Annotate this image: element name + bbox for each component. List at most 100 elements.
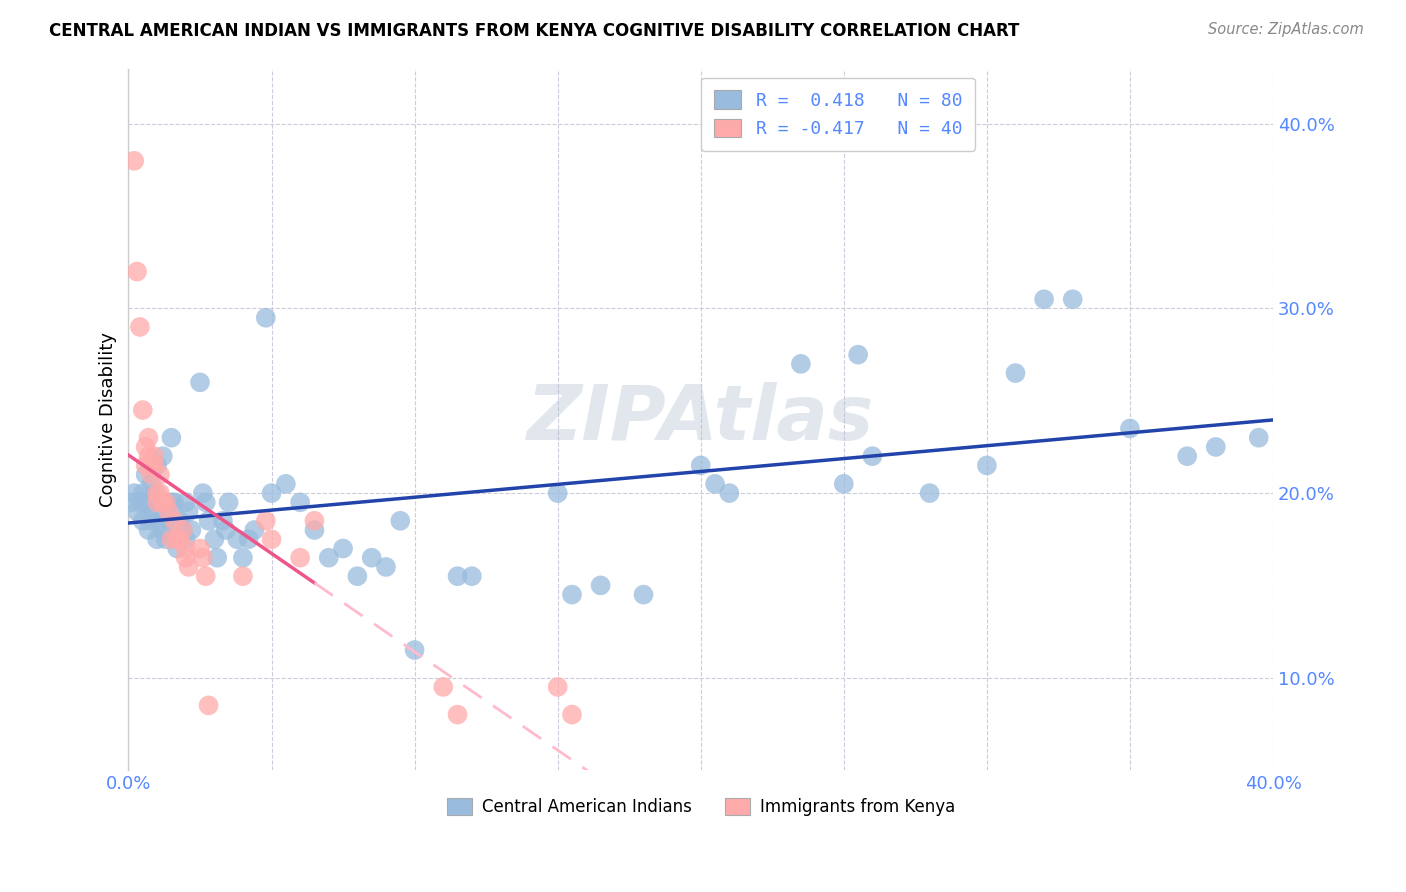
Point <box>172 523 194 537</box>
Text: Source: ZipAtlas.com: Source: ZipAtlas.com <box>1208 22 1364 37</box>
Point <box>120 495 142 509</box>
Point <box>149 467 172 482</box>
Point <box>166 541 188 556</box>
Point <box>232 550 254 565</box>
Point <box>375 560 398 574</box>
Point <box>160 495 183 509</box>
Point <box>288 550 311 565</box>
Point <box>1119 421 1142 435</box>
Point <box>346 569 368 583</box>
Point <box>188 541 211 556</box>
Point <box>122 486 145 500</box>
Point <box>197 514 219 528</box>
Point <box>146 533 169 547</box>
Point <box>146 495 169 509</box>
Point <box>138 495 160 509</box>
Point <box>141 467 163 482</box>
Point <box>389 514 412 528</box>
Point <box>191 486 214 500</box>
Point <box>174 533 197 547</box>
Point <box>166 533 188 547</box>
Point <box>1062 293 1084 307</box>
Point <box>132 403 155 417</box>
Point <box>862 449 884 463</box>
Point <box>149 486 172 500</box>
Point <box>561 588 583 602</box>
Point <box>832 476 855 491</box>
Point <box>432 680 454 694</box>
Point <box>177 560 200 574</box>
Point <box>155 495 177 509</box>
Point <box>215 523 238 537</box>
Point <box>135 440 157 454</box>
Point <box>260 486 283 500</box>
Point <box>141 514 163 528</box>
Point <box>446 569 468 583</box>
Point <box>141 476 163 491</box>
Text: ZIPAtlas: ZIPAtlas <box>527 383 875 457</box>
Point <box>790 357 813 371</box>
Point <box>547 486 569 500</box>
Point <box>143 486 166 500</box>
Point <box>304 523 326 537</box>
Point <box>360 550 382 565</box>
Point <box>146 458 169 473</box>
Point <box>135 458 157 473</box>
Point <box>704 476 727 491</box>
Point <box>1205 440 1227 454</box>
Point <box>446 707 468 722</box>
Point <box>149 514 172 528</box>
Point <box>129 320 152 334</box>
Point <box>461 569 484 583</box>
Point <box>138 523 160 537</box>
Point <box>160 533 183 547</box>
Point <box>1004 366 1026 380</box>
Point <box>143 458 166 473</box>
Point <box>132 486 155 500</box>
Point <box>155 533 177 547</box>
Point <box>918 486 941 500</box>
Point <box>254 310 277 325</box>
Point <box>254 514 277 528</box>
Point <box>288 495 311 509</box>
Point <box>132 514 155 528</box>
Point <box>846 348 869 362</box>
Point <box>155 495 177 509</box>
Point <box>633 588 655 602</box>
Point <box>143 504 166 518</box>
Point <box>169 514 191 528</box>
Point <box>129 495 152 509</box>
Point <box>202 533 225 547</box>
Y-axis label: Cognitive Disability: Cognitive Disability <box>100 332 117 507</box>
Point <box>138 449 160 463</box>
Point <box>152 495 174 509</box>
Point <box>547 680 569 694</box>
Point <box>163 495 186 509</box>
Point <box>689 458 711 473</box>
Point <box>172 523 194 537</box>
Point <box>143 449 166 463</box>
Point <box>149 495 172 509</box>
Point <box>188 376 211 390</box>
Point <box>404 643 426 657</box>
Point <box>169 533 191 547</box>
Point <box>589 578 612 592</box>
Point <box>561 707 583 722</box>
Point <box>157 514 180 528</box>
Point <box>125 504 148 518</box>
Point <box>232 569 254 583</box>
Point <box>205 550 228 565</box>
Point <box>718 486 741 500</box>
Point <box>157 504 180 518</box>
Text: CENTRAL AMERICAN INDIAN VS IMMIGRANTS FROM KENYA COGNITIVE DISABILITY CORRELATIO: CENTRAL AMERICAN INDIAN VS IMMIGRANTS FR… <box>49 22 1019 40</box>
Point <box>174 541 197 556</box>
Point <box>332 541 354 556</box>
Point <box>152 449 174 463</box>
Point <box>318 550 340 565</box>
Point <box>304 514 326 528</box>
Point <box>160 431 183 445</box>
Point <box>243 523 266 537</box>
Point <box>174 550 197 565</box>
Point <box>1033 293 1056 307</box>
Point <box>194 495 217 509</box>
